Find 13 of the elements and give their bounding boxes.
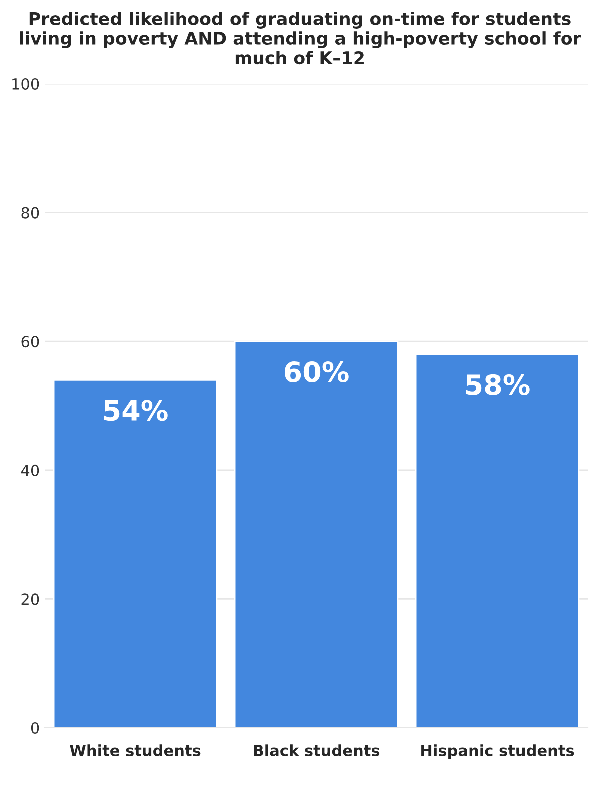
y-tick-label: 60 (22, 336, 40, 348)
data-label: 58% (466, 374, 530, 396)
data-label: 54% (104, 400, 168, 422)
y-tick-label: 80 (22, 207, 40, 219)
chart-title: Predicted likelihood of graduating on-time for students living in poverty AND attending a high-poverty school for much of K–12 (20, 12, 582, 65)
y-tick-label: 20 (22, 594, 40, 606)
y-tick-label: 0 (31, 722, 40, 734)
y-tick-label: 40 (21, 464, 40, 476)
y-tick-label: 100 (12, 78, 40, 90)
data-label: 60% (284, 362, 349, 383)
x-tick-label: Hispanic students (422, 744, 574, 760)
x-tick-label: White students (70, 744, 201, 756)
x-tick-label: Black students (254, 744, 380, 756)
